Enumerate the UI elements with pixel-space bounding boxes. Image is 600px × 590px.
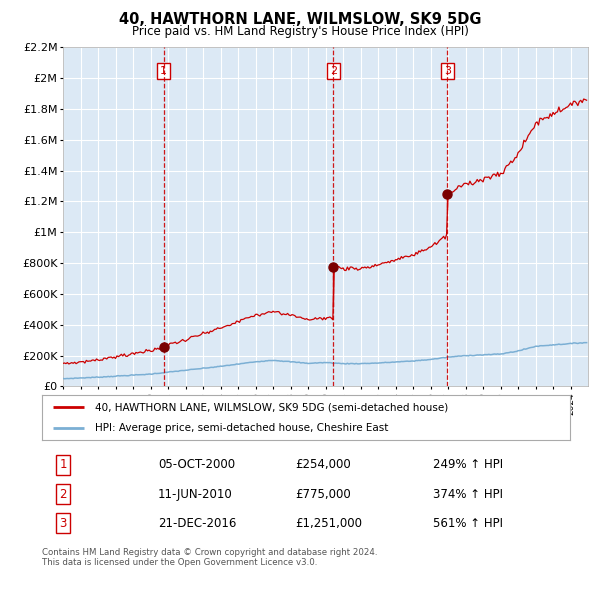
Text: £775,000: £775,000 bbox=[295, 487, 351, 501]
Text: 1: 1 bbox=[160, 66, 167, 76]
Text: 2: 2 bbox=[329, 66, 337, 76]
Text: 05-OCT-2000: 05-OCT-2000 bbox=[158, 458, 235, 471]
Text: 2: 2 bbox=[59, 487, 67, 501]
Text: 40, HAWTHORN LANE, WILMSLOW, SK9 5DG: 40, HAWTHORN LANE, WILMSLOW, SK9 5DG bbox=[119, 12, 481, 27]
Text: 249% ↑ HPI: 249% ↑ HPI bbox=[433, 458, 503, 471]
Text: Contains HM Land Registry data © Crown copyright and database right 2024.
This d: Contains HM Land Registry data © Crown c… bbox=[42, 548, 377, 567]
Text: 374% ↑ HPI: 374% ↑ HPI bbox=[433, 487, 503, 501]
Text: 1: 1 bbox=[59, 458, 67, 471]
Text: 21-DEC-2016: 21-DEC-2016 bbox=[158, 517, 236, 530]
Text: Price paid vs. HM Land Registry's House Price Index (HPI): Price paid vs. HM Land Registry's House … bbox=[131, 25, 469, 38]
Text: 40, HAWTHORN LANE, WILMSLOW, SK9 5DG (semi-detached house): 40, HAWTHORN LANE, WILMSLOW, SK9 5DG (se… bbox=[95, 402, 448, 412]
Text: £254,000: £254,000 bbox=[295, 458, 351, 471]
Text: £1,251,000: £1,251,000 bbox=[295, 517, 362, 530]
Text: 3: 3 bbox=[444, 66, 451, 76]
Text: HPI: Average price, semi-detached house, Cheshire East: HPI: Average price, semi-detached house,… bbox=[95, 422, 388, 432]
Text: 3: 3 bbox=[59, 517, 67, 530]
Text: 11-JUN-2010: 11-JUN-2010 bbox=[158, 487, 233, 501]
Text: 561% ↑ HPI: 561% ↑ HPI bbox=[433, 517, 503, 530]
